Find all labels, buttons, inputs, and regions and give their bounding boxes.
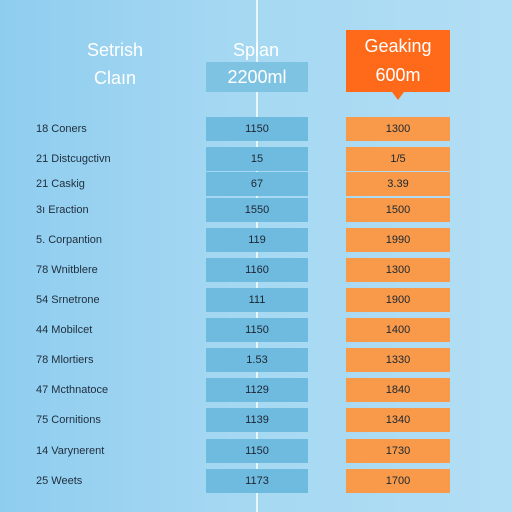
column-1-header-line1: Setrish [86,40,144,60]
table-cell-right: 1300 [346,258,450,282]
table-cell-right: 1730 [346,439,450,463]
row-label: 21 Caskig [36,178,85,190]
table-cell-mid: 1150 [206,117,308,141]
table-cell-mid: 111 [206,288,308,312]
table-cell-right: 1900 [346,288,450,312]
table-cell-mid: 15 [206,147,308,171]
row-label: 25 Weets [36,475,83,487]
table-cell-mid: 67 [206,172,308,196]
row-label: 5. Corpantion [36,234,103,246]
table-cell-right: 1840 [346,378,450,402]
table-cell-mid: 1150 [206,318,308,342]
row-label: 78 Mlortiers [36,354,94,366]
row-label: 3ı Eraction [36,204,89,216]
column-3-header-line2: 600m [375,65,421,85]
table-cell-right: 1/5 [346,147,450,171]
table-cell-right: 1340 [346,408,450,432]
table-cell-right: 1330 [346,348,450,372]
table-cell-mid: 1173 [206,469,308,493]
row-label: 78 Wnitblere [36,264,98,276]
table-cell-mid: 1129 [206,378,308,402]
table-cell-right: 1700 [346,469,450,493]
column-2-header-line1: Splan [232,40,280,60]
table-cell-mid: 119 [206,228,308,252]
table-cell-mid: 1.53 [206,348,308,372]
row-label: 75 Cornitions [36,414,101,426]
row-label: 54 Srnetrone [36,294,100,306]
column-2-header-line2: 2200ml [206,62,308,92]
table-cell-mid: 1150 [206,439,308,463]
row-label: 14 Varynerent [36,445,105,457]
center-divider [256,0,258,512]
row-label: 47 Mcthnatoce [36,384,109,396]
row-label: 18 Coners [36,123,87,135]
row-label: 44 Mobilcet [36,324,93,336]
column-3-header: Geaking 600m [346,30,450,100]
column-3-header-line1: Geaking [364,36,432,56]
table-cell-right: 1300 [346,117,450,141]
table-cell-right: 1400 [346,318,450,342]
table-cell-mid: 1139 [206,408,308,432]
table-cell-right: 1990 [346,228,450,252]
table-cell-mid: 1550 [206,198,308,222]
table-cell-right: 3.39 [346,172,450,196]
table-cell-mid: 1160 [206,258,308,282]
row-label: 21 Distcugctivn [36,153,111,165]
table-cell-right: 1500 [346,198,450,222]
column-1-header-line2: Claın [93,68,137,88]
